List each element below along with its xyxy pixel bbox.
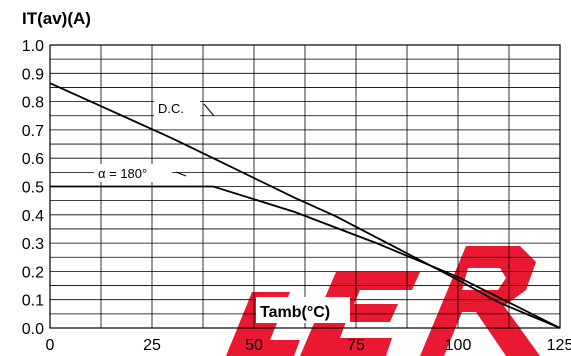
y-axis-title: IT(av)(A) — [22, 9, 91, 28]
tick-labels: 0.0 0.1 0.2 0.3 0.4 0.5 0.6 0.7 0.8 0.9 1.0 0 25 50 75… — [22, 38, 571, 354]
series-line-dc — [49, 82, 561, 329]
y-tick-label: 0.8 — [22, 95, 44, 112]
series-line-alpha-180 — [50, 185, 561, 329]
chart-grid — [49, 44, 561, 329]
y-tick-label: 0.0 — [22, 321, 44, 338]
x-tick-label: 0 — [46, 337, 55, 354]
x-axis-title: Tamb(°C) — [260, 304, 330, 321]
series-label-alpha-180-bg — [94, 164, 172, 182]
x-tick-label: 25 — [143, 337, 161, 354]
x-axis-title-bg — [256, 297, 350, 323]
x-tick-label: 50 — [245, 337, 263, 354]
y-tick-label: 0.6 — [22, 151, 44, 168]
y-tick-label: 0.7 — [22, 123, 44, 140]
series-label-dc: D.C. — [158, 101, 184, 116]
y-tick-label: 0.2 — [22, 264, 44, 281]
series-layer — [49, 82, 561, 329]
y-tick-label: 1.0 — [22, 38, 44, 55]
y-tick-label: 0.4 — [22, 208, 44, 225]
x-tick-label: 125 — [547, 337, 571, 354]
series-label-alpha-180-leader — [175, 171, 187, 177]
series-label-dc-leader — [203, 103, 215, 117]
y-tick-label: 0.1 — [22, 293, 44, 310]
series-label-alpha-180: α = 180° — [98, 166, 147, 181]
y-tick-label: 0.9 — [22, 66, 44, 83]
series-label-dc-bg — [154, 99, 200, 117]
x-tick-label: 75 — [347, 337, 365, 354]
y-tick-label: 0.5 — [22, 180, 44, 197]
x-tick-label: 100 — [445, 337, 472, 354]
y-tick-label: 0.3 — [22, 236, 44, 253]
series-labels: D.C. α = 180° — [94, 99, 215, 182]
